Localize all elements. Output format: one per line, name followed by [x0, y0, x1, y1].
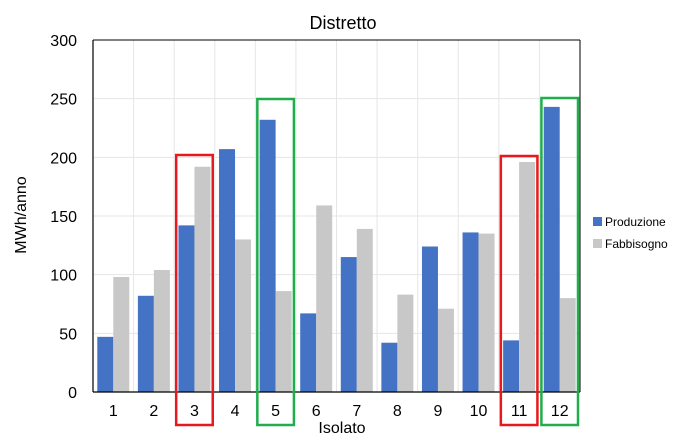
x-tick-label: 10 — [470, 403, 488, 420]
bar-produzione-10 — [462, 232, 479, 392]
bar-fabbisogno-2 — [153, 269, 170, 392]
x-tick-label: 11 — [511, 403, 528, 420]
bar-produzione-11 — [503, 340, 520, 392]
highlight-boxes — [174, 96, 580, 427]
legend-swatch-fabbisogno — [593, 239, 602, 248]
x-tick-label: 4 — [231, 403, 240, 420]
bar-produzione-6 — [300, 313, 317, 392]
y-tick-label: 0 — [68, 385, 77, 402]
legend-label-produzione: Produzione — [605, 215, 666, 229]
y-tick-label: 150 — [50, 209, 77, 226]
x-tick-label: 12 — [551, 403, 569, 420]
x-axis-label: Isolato — [318, 420, 365, 435]
bar-fabbisogno-10 — [478, 233, 495, 392]
x-tick-label: 7 — [352, 403, 361, 420]
bar-produzione-1 — [97, 336, 114, 392]
bar-produzione-7 — [340, 257, 357, 392]
legend: Produzione Fabbisogno — [593, 215, 668, 251]
x-tick-label: 5 — [271, 403, 280, 420]
y-tick-label: 300 — [50, 33, 77, 50]
bars — [97, 106, 576, 392]
bar-produzione-5 — [259, 119, 276, 392]
y-tick-label: 200 — [50, 150, 77, 167]
bar-produzione-12 — [543, 106, 560, 392]
x-tick-label: 3 — [190, 403, 199, 420]
bar-fabbisogno-7 — [356, 228, 373, 392]
bar-fabbisogno-9 — [437, 308, 454, 392]
bar-produzione-8 — [381, 342, 398, 392]
bar-fabbisogno-4 — [235, 239, 252, 392]
bar-produzione-9 — [421, 246, 438, 392]
bar-produzione-4 — [219, 149, 236, 392]
y-axis-label: MWh/anno — [13, 176, 30, 253]
highlight-box-5 — [256, 97, 296, 427]
x-tick-label: 2 — [149, 403, 158, 420]
x-tick-label: 9 — [434, 403, 443, 420]
bar-fabbisogno-6 — [316, 205, 333, 392]
bar-produzione-3 — [178, 225, 195, 392]
legend-swatch-produzione — [593, 217, 602, 226]
x-tick-label: 8 — [393, 403, 402, 420]
highlight-box-12 — [540, 96, 580, 427]
y-tick-label: 50 — [59, 326, 77, 343]
bar-fabbisogno-3 — [194, 166, 211, 392]
bar-fabbisogno-11 — [519, 162, 536, 392]
bar-fabbisogno-5 — [275, 291, 292, 392]
y-tick-label: 250 — [50, 92, 77, 109]
bar-produzione-2 — [137, 295, 154, 392]
x-tick-label: 6 — [312, 403, 321, 420]
chart-title: Distretto — [309, 13, 376, 33]
bar-fabbisogno-12 — [559, 298, 576, 392]
highlight-box-3 — [174, 153, 215, 427]
bar-fabbisogno-1 — [113, 277, 130, 392]
legend-label-fabbisogno: Fabbisogno — [605, 237, 668, 251]
highlight-box-11 — [499, 154, 539, 427]
x-tick-label: 1 — [109, 403, 118, 420]
y-tick-label: 100 — [50, 268, 77, 285]
bar-fabbisogno-8 — [397, 294, 414, 392]
